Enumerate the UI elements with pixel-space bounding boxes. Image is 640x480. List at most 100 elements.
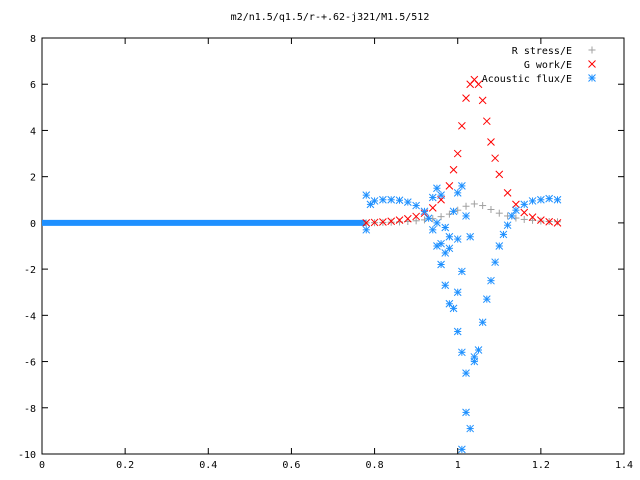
data-point (491, 258, 499, 267)
data-point (445, 232, 454, 241)
data-point (387, 195, 396, 204)
data-point (487, 205, 495, 213)
legend-marker (588, 60, 596, 68)
chart-title: m2/n1.5/q1.5/r-+.62-j321/M1.5/512 (231, 12, 430, 23)
data-point (370, 197, 379, 205)
data-point (395, 216, 404, 224)
data-point (482, 117, 491, 126)
data-point (387, 218, 395, 226)
data-point (362, 219, 371, 227)
data-point (370, 218, 379, 227)
data-point (520, 200, 529, 209)
data-point (470, 353, 479, 361)
data-point (395, 196, 404, 205)
data-point (379, 195, 387, 204)
data-point (499, 230, 508, 239)
data-point (437, 239, 445, 248)
y-tick-label: -2 (24, 265, 36, 276)
y-tick-label: 6 (30, 80, 36, 91)
data-point (466, 424, 475, 433)
data-point (545, 194, 554, 203)
data-point (474, 346, 483, 354)
y-tick-label: -4 (24, 311, 36, 322)
legend-marker (588, 46, 596, 54)
series-1 (362, 75, 562, 227)
x-tick-label: 1.4 (615, 460, 633, 471)
data-point (528, 197, 537, 205)
legend-label: Acoustic flux/E (482, 74, 572, 85)
x-tick-label: 0.2 (116, 460, 134, 471)
data-point (387, 217, 396, 226)
data-point (428, 225, 437, 234)
data-point (462, 369, 470, 377)
data-point (458, 182, 466, 190)
series-2 (362, 182, 562, 454)
data-point (491, 154, 499, 163)
x-tick-label: 1 (455, 460, 461, 471)
data-point (428, 193, 437, 202)
data-point (424, 214, 433, 223)
data-point (478, 318, 487, 327)
y-tick-label: -10 (18, 450, 36, 461)
data-point (537, 195, 545, 204)
data-point (453, 327, 462, 336)
data-point (433, 184, 441, 193)
data-point (495, 170, 504, 179)
data-point (462, 408, 470, 417)
x-tick-label: 0.6 (282, 460, 300, 471)
data-point (433, 219, 441, 227)
data-point (437, 213, 445, 221)
x-tick-label: 0.8 (366, 460, 384, 471)
x-tick-label: 0 (39, 460, 45, 471)
legend: R stress/E G work/E Acoustic flux/E (482, 46, 596, 85)
y-tick-label: -6 (24, 358, 36, 369)
y-tick-label: -8 (24, 404, 36, 415)
data-point (412, 217, 420, 225)
data-point (529, 216, 537, 224)
data-point (441, 281, 450, 290)
data-point (495, 209, 503, 217)
data-point (403, 214, 412, 223)
data-point (507, 212, 516, 220)
y-tick-label: 8 (30, 34, 36, 45)
legend-marker (588, 74, 596, 82)
y-tick-label: 0 (30, 219, 36, 230)
data-point (512, 206, 520, 215)
data-point (437, 260, 445, 269)
data-point (553, 218, 561, 226)
data-point (437, 191, 445, 200)
x-tick-label: 1.2 (532, 460, 550, 471)
data-point (453, 288, 462, 297)
data-point (412, 201, 420, 210)
data-point (458, 121, 466, 130)
data-point (379, 218, 387, 226)
data-point (495, 242, 504, 250)
data-point (428, 204, 437, 212)
data-point (503, 221, 512, 230)
data-point (453, 149, 462, 158)
data-point (470, 200, 478, 208)
data-point (520, 208, 529, 217)
data-point (553, 195, 562, 204)
data-point (528, 213, 537, 221)
data-point (487, 276, 495, 285)
data-point (453, 235, 462, 243)
data-point (503, 188, 512, 197)
y-tick-label: 2 (30, 173, 36, 184)
x-tick-label: 0.4 (199, 460, 217, 471)
legend-label: G work/E (524, 60, 572, 71)
data-point (462, 202, 470, 210)
data-point (537, 217, 545, 225)
plot-frame (41, 37, 625, 455)
data-point (458, 348, 466, 357)
data-point (445, 244, 454, 253)
data-point (553, 219, 562, 227)
data-point (445, 182, 454, 190)
data-point (449, 304, 458, 313)
data-point (479, 202, 487, 210)
data-point (537, 216, 545, 224)
series-layer (42, 75, 562, 454)
legend-label: R stress/E (512, 46, 572, 57)
data-point (420, 207, 429, 216)
